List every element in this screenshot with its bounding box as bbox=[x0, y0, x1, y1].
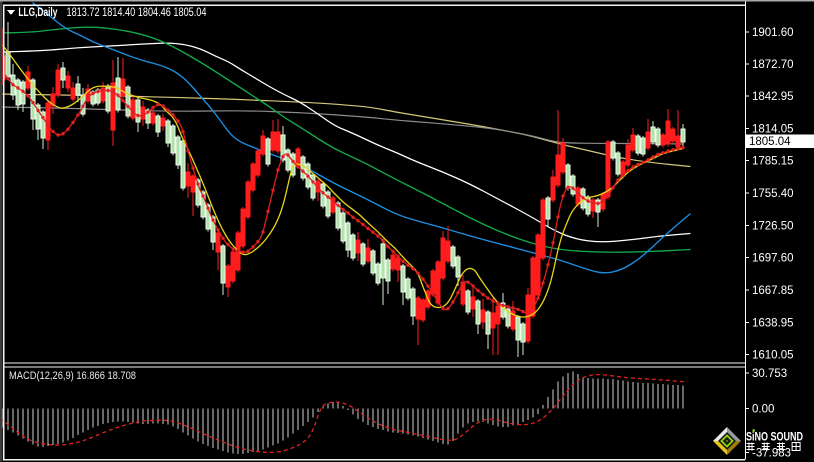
svg-text:1697.60: 1697.60 bbox=[752, 253, 794, 265]
svg-text:-37.983: -37.983 bbox=[752, 448, 791, 460]
svg-text:1785.15: 1785.15 bbox=[752, 156, 794, 168]
svg-text:SiNO SOUND: SiNO SOUND bbox=[746, 430, 803, 444]
svg-text:1901.60: 1901.60 bbox=[752, 27, 794, 39]
svg-text:1805.04: 1805.04 bbox=[749, 136, 791, 148]
svg-text:1638.95: 1638.95 bbox=[752, 317, 794, 329]
svg-text:1667.85: 1667.85 bbox=[752, 285, 794, 297]
svg-text:LLG,Daily: LLG,Daily bbox=[18, 7, 57, 19]
svg-text:1813.72 1814.40 1804.46 1805.0: 1813.72 1814.40 1804.46 1805.04 bbox=[67, 7, 207, 19]
svg-text:0.00: 0.00 bbox=[752, 403, 774, 415]
svg-text:1814.05: 1814.05 bbox=[752, 123, 794, 135]
svg-text:1610.05: 1610.05 bbox=[752, 350, 794, 362]
svg-text:1842.95: 1842.95 bbox=[752, 91, 794, 103]
svg-text:1726.50: 1726.50 bbox=[752, 220, 794, 232]
svg-text:30.753: 30.753 bbox=[752, 368, 787, 380]
svg-text:1872.70: 1872.70 bbox=[752, 59, 794, 71]
svg-text:1755.40: 1755.40 bbox=[752, 188, 794, 200]
svg-text:MACD(12,26,9) 16.866 18.708: MACD(12,26,9) 16.866 18.708 bbox=[9, 370, 136, 382]
